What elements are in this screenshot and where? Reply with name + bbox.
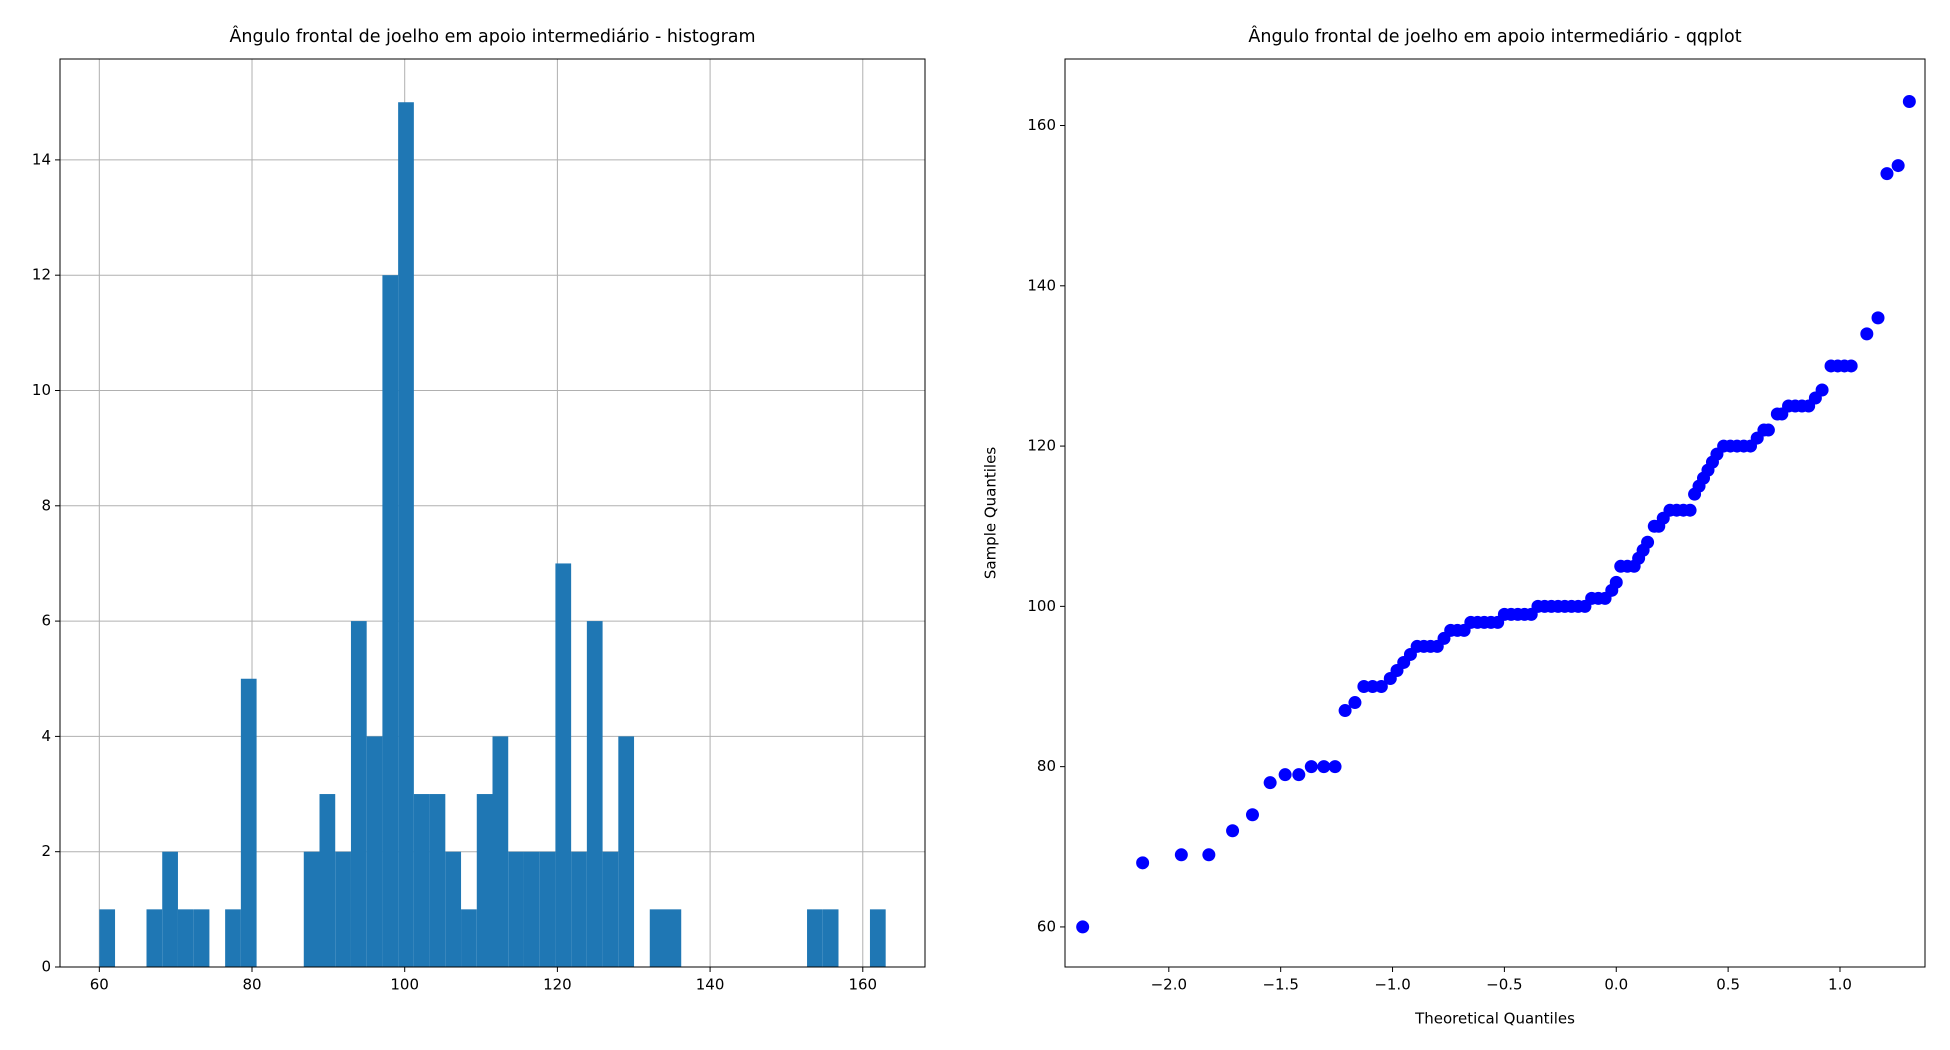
point [1278,768,1292,782]
x-tick-label: 140 [696,976,725,994]
point [1641,535,1655,549]
y-tick-label: 10 [32,381,51,399]
bar [602,851,619,967]
bar [398,102,414,967]
bar [177,909,194,967]
point [1292,768,1306,782]
point [1348,696,1362,710]
bar [508,851,524,967]
bar [366,736,383,967]
bar [429,794,446,967]
y-tick-label: 0 [41,958,51,976]
y-tick-label: 12 [32,266,51,284]
x-tick-label: 0.0 [1604,976,1628,994]
y-tick-label: 8 [41,496,51,514]
x-tick-label: −2.0 [1151,976,1187,994]
point [1263,776,1277,790]
point [1902,94,1916,108]
bar [665,909,682,967]
bar [335,851,351,967]
y-tick-label: 2 [41,842,51,860]
bar [822,909,839,967]
plot-frame [1064,58,1926,968]
bar [240,678,257,967]
bar [618,736,635,967]
x-tick-label: 120 [543,976,572,994]
point [1136,856,1150,870]
plot-frame [59,58,926,968]
x-tick-label: −1.0 [1374,976,1410,994]
chart-title: Ângulo frontal de joelho em apoio interm… [229,25,755,47]
point [1871,311,1885,325]
x-tick-label: 80 [242,976,261,994]
point [1076,920,1090,934]
point [1328,760,1342,774]
y-tick-label: 80 [1037,757,1056,775]
point [1202,848,1216,862]
point [1174,848,1188,862]
point [1891,159,1905,173]
y-tick-label: 60 [1037,917,1056,935]
bar [476,794,493,967]
bar [99,909,116,967]
x-tick-label: 60 [90,976,109,994]
bar [807,909,823,967]
point [1761,423,1775,437]
y-tick-label: 14 [32,150,51,168]
y-tick-label: 4 [41,727,51,745]
bar [162,851,178,967]
point [1683,503,1697,517]
chart-title: Ângulo frontal de joelho em apoio interm… [1248,25,1741,47]
x-tick-label: 0.5 [1716,976,1740,994]
bar [350,621,367,967]
y-tick-label: 120 [1027,437,1056,455]
point [1609,575,1623,589]
point [1304,760,1318,774]
bar [146,909,163,967]
bar [413,794,430,967]
bar [539,851,556,967]
bar [555,563,572,967]
y-tick-label: 6 [41,612,51,630]
bar [225,909,241,967]
x-tick-label: −1.5 [1262,976,1298,994]
x-tick-label: −0.5 [1486,976,1522,994]
bar [461,909,477,967]
x-tick-label: 100 [390,976,419,994]
point [1815,383,1829,397]
y-tick-label: 140 [1027,276,1056,294]
bar [193,909,210,967]
bar [492,736,509,967]
bar [303,851,320,967]
bar [445,851,462,967]
bar [382,275,399,967]
bar [319,794,336,967]
point [1245,808,1259,822]
point [1880,167,1894,181]
bar [649,909,666,967]
point [1226,824,1240,838]
point [1860,327,1874,341]
point [1374,680,1388,694]
bar [869,909,886,967]
x-axis-label: Theoretical Quantiles [1414,1010,1575,1028]
x-tick-label: 1.0 [1828,976,1852,994]
x-tick-label: 160 [848,976,877,994]
bar [523,851,540,967]
point [1338,704,1352,718]
bar [586,621,603,967]
bar [571,851,587,967]
point [1844,359,1858,373]
y-axis-label: Sample Quantiles [982,447,1000,579]
y-tick-label: 160 [1027,116,1056,134]
point [1317,760,1331,774]
y-tick-label: 100 [1027,597,1056,615]
